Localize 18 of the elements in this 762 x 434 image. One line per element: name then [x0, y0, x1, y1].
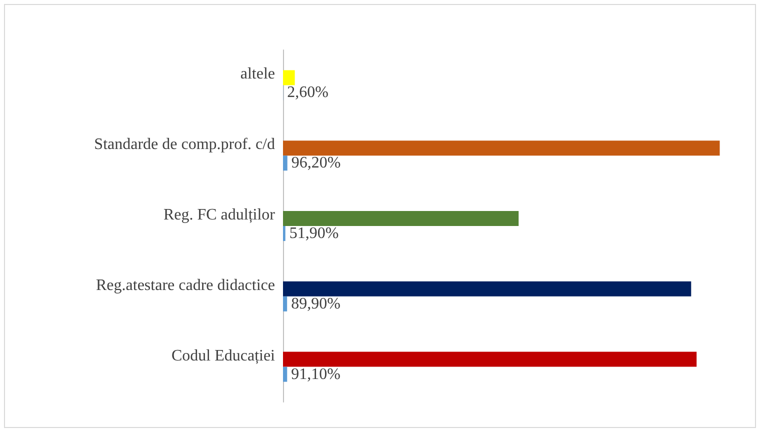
bar [283, 70, 295, 86]
data-label: 96,20% [291, 154, 341, 172]
data-label: 91,10% [291, 366, 340, 383]
y-tick-label: Reg. FC adulților [163, 206, 276, 224]
y-tick-label: Reg.atestare cadre didactice [96, 276, 275, 294]
data-label: 89,90% [291, 295, 340, 312]
data-label: 2,60% [287, 84, 328, 102]
y-tick-label: Codul Educației [171, 347, 276, 364]
y-tick-label: Standarde de comp.prof. c/d [94, 136, 275, 154]
bar [283, 296, 288, 312]
bar [283, 211, 519, 226]
bar [283, 281, 692, 296]
bar [283, 352, 697, 367]
bar [283, 156, 288, 171]
y-tick-label: altele [240, 66, 275, 83]
bar [283, 366, 288, 382]
data-label: 51,90% [289, 225, 339, 242]
bar [283, 140, 720, 156]
